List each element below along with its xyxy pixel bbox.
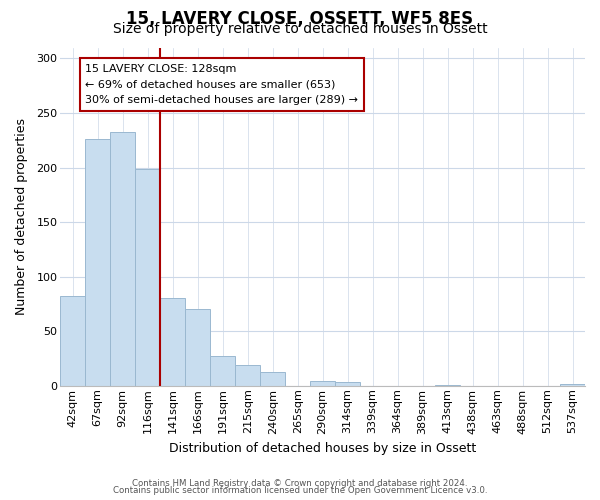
Bar [210, 356, 235, 386]
Bar [135, 168, 160, 386]
Text: Size of property relative to detached houses in Ossett: Size of property relative to detached ho… [113, 22, 487, 36]
Text: 15 LAVERY CLOSE: 128sqm
← 69% of detached houses are smaller (653)
30% of semi-d: 15 LAVERY CLOSE: 128sqm ← 69% of detache… [85, 64, 358, 105]
Bar [60, 296, 85, 386]
X-axis label: Distribution of detached houses by size in Ossett: Distribution of detached houses by size … [169, 442, 476, 455]
Bar [310, 382, 335, 386]
Bar [560, 384, 585, 386]
Bar [435, 384, 460, 386]
Bar [160, 298, 185, 386]
Text: Contains HM Land Registry data © Crown copyright and database right 2024.: Contains HM Land Registry data © Crown c… [132, 478, 468, 488]
Text: 15, LAVERY CLOSE, OSSETT, WF5 8ES: 15, LAVERY CLOSE, OSSETT, WF5 8ES [127, 10, 473, 28]
Bar [185, 310, 210, 386]
Bar [235, 365, 260, 386]
Bar [85, 139, 110, 386]
Bar [110, 132, 135, 386]
Y-axis label: Number of detached properties: Number of detached properties [15, 118, 28, 315]
Bar [260, 372, 285, 386]
Text: Contains public sector information licensed under the Open Government Licence v3: Contains public sector information licen… [113, 486, 487, 495]
Bar [335, 382, 360, 386]
